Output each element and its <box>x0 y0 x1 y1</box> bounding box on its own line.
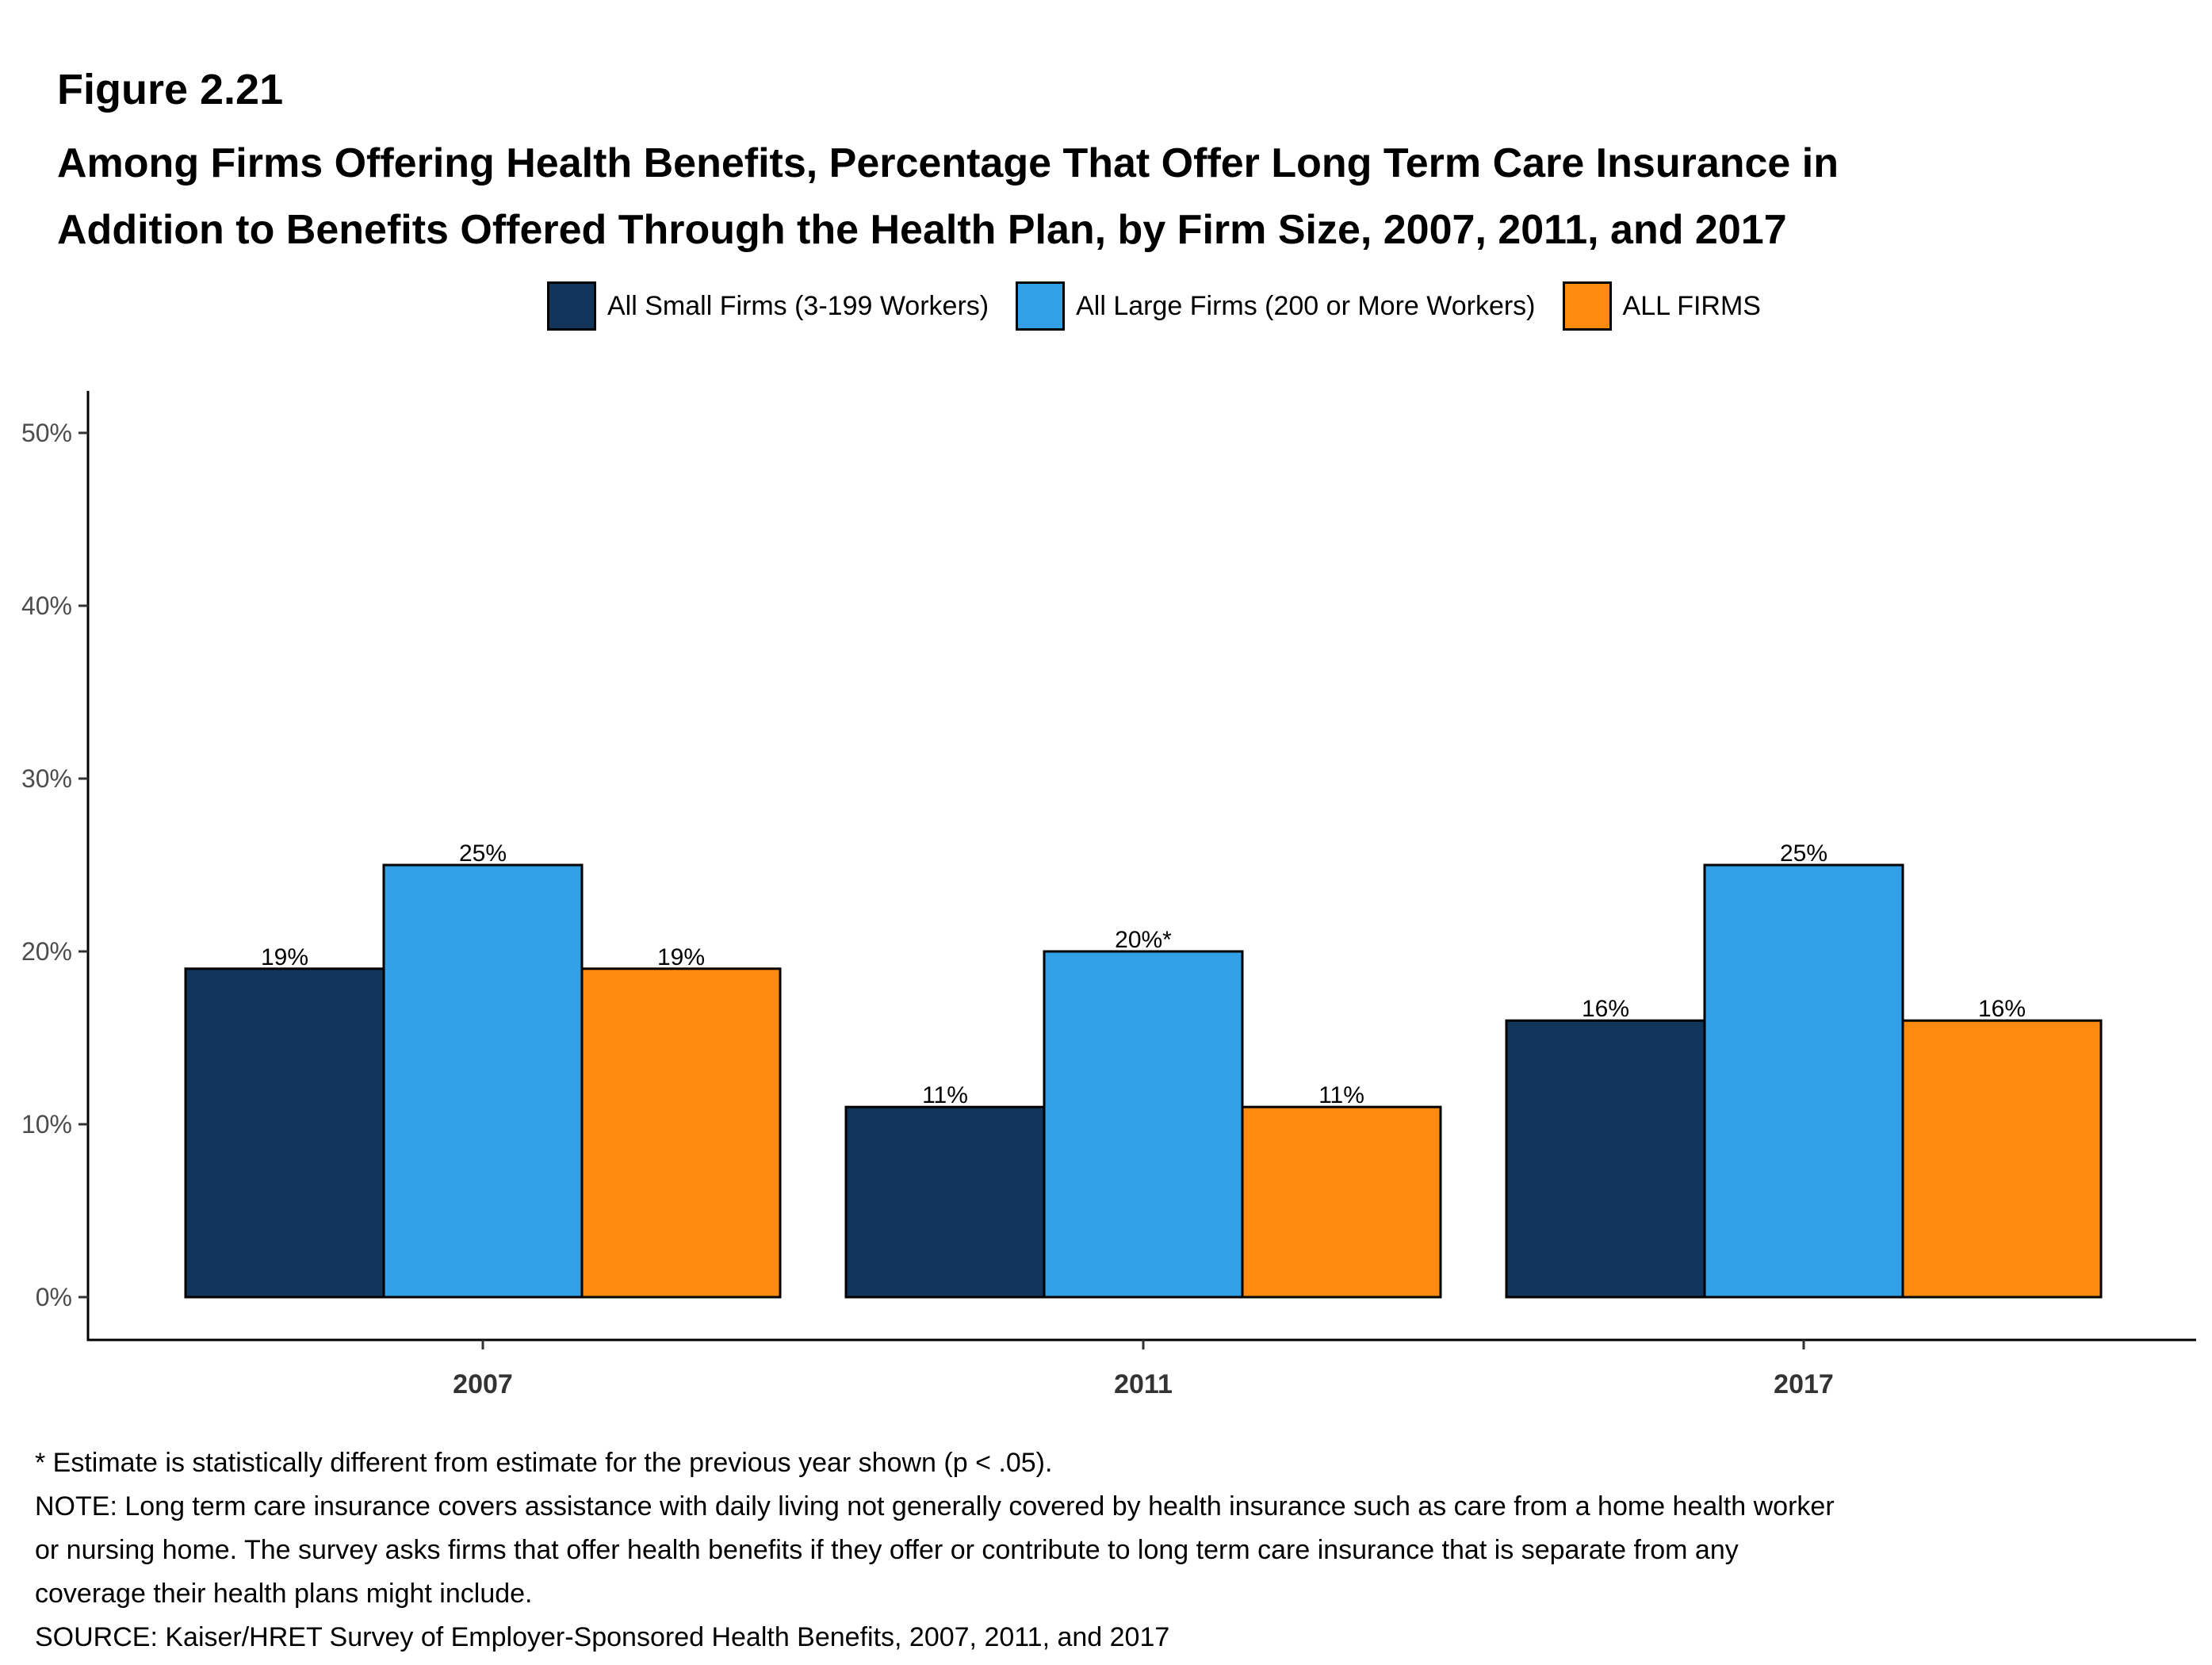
bar-2011-series-2 <box>1043 950 1244 1299</box>
note-line-2: or nursing home. The survey asks firms t… <box>35 1535 1739 1565</box>
y-tick-label: 50% <box>21 419 72 447</box>
legend-item-large-firms: All Large Firms (200 or More Workers) <box>1016 281 1536 331</box>
y-axis: 0% 10% 20% 30% 40% 50% <box>21 391 90 1340</box>
bar-2017-series-2 <box>1703 863 1904 1299</box>
data-label: 20%* <box>1115 927 1172 953</box>
x-axis: 2007 2011 2017 <box>86 1338 2196 1399</box>
x-tick-label: 2017 <box>1774 1369 1834 1399</box>
note-significance: * Estimate is statistically different fr… <box>35 1448 1053 1478</box>
x-tick-label: 2007 <box>453 1369 513 1399</box>
legend-label-small-firms: All Small Firms (3-199 Workers) <box>607 290 989 321</box>
bar-2007-series-1 <box>184 967 385 1299</box>
bar-2017-series-1 <box>1505 1019 1706 1299</box>
bar-2011-series-3 <box>1241 1105 1442 1299</box>
source-note: SOURCE: Kaiser/HRET Survey of Employer-S… <box>35 1622 1170 1652</box>
chart-title-line-2: Addition to Benefits Offered Through the… <box>57 207 1787 253</box>
y-tick-label: 40% <box>21 591 72 620</box>
note-line-1: NOTE: Long term care insurance covers as… <box>35 1491 1835 1521</box>
legend-label-all-firms: ALL FIRMS <box>1622 290 1761 321</box>
data-label: 16% <box>1978 996 2026 1022</box>
legend-item-small-firms: All Small Firms (3-199 Workers) <box>547 281 989 331</box>
legend: All Small Firms (3-199 Workers) All Larg… <box>547 280 1788 332</box>
x-tick-label: 2011 <box>1114 1369 1173 1399</box>
data-label: 11% <box>922 1082 968 1108</box>
data-label: 25% <box>1780 840 1827 867</box>
chart-title: Among Firms Offering Health Benefits, Pe… <box>57 130 2118 263</box>
bar-2011-series-1 <box>844 1105 1046 1299</box>
legend-item-all-firms: ALL FIRMS <box>1562 281 1761 331</box>
bar-2007-series-3 <box>580 967 782 1299</box>
legend-swatch-small-firms <box>547 281 596 331</box>
bar-chart: 0% 10% 20% 30% 40% 50% 19% 25% 19% 11% 20%* 11% 16%… <box>21 391 2196 1399</box>
y-tick-label: 10% <box>21 1110 72 1139</box>
data-label: 11% <box>1318 1082 1364 1108</box>
legend-swatch-all-firms <box>1562 281 1612 331</box>
bars <box>184 863 2103 1299</box>
data-labels: 19% 25% 19% 11% 20%* 11% 16% 25% 16% <box>261 840 2026 1108</box>
y-tick-label: 0% <box>36 1283 72 1311</box>
footnotes: * Estimate is statistically different fr… <box>35 1441 1938 1659</box>
chart-title-line-1: Among Firms Offering Health Benefits, Pe… <box>57 140 1839 186</box>
bar-2007-series-2 <box>382 863 584 1299</box>
figure-number: Figure 2.21 <box>57 66 284 113</box>
data-label: 25% <box>459 840 507 867</box>
y-tick-label: 30% <box>21 764 72 793</box>
data-label: 19% <box>657 944 705 970</box>
data-label: 19% <box>261 944 308 970</box>
legend-label-large-firms: All Large Firms (200 or More Workers) <box>1076 290 1536 321</box>
bar-2017-series-3 <box>1901 1019 2103 1299</box>
data-label: 16% <box>1582 996 1629 1022</box>
legend-swatch-large-firms <box>1016 281 1066 331</box>
y-tick-label: 20% <box>21 937 72 966</box>
note-line-3: coverage their health plans might includ… <box>35 1579 533 1609</box>
